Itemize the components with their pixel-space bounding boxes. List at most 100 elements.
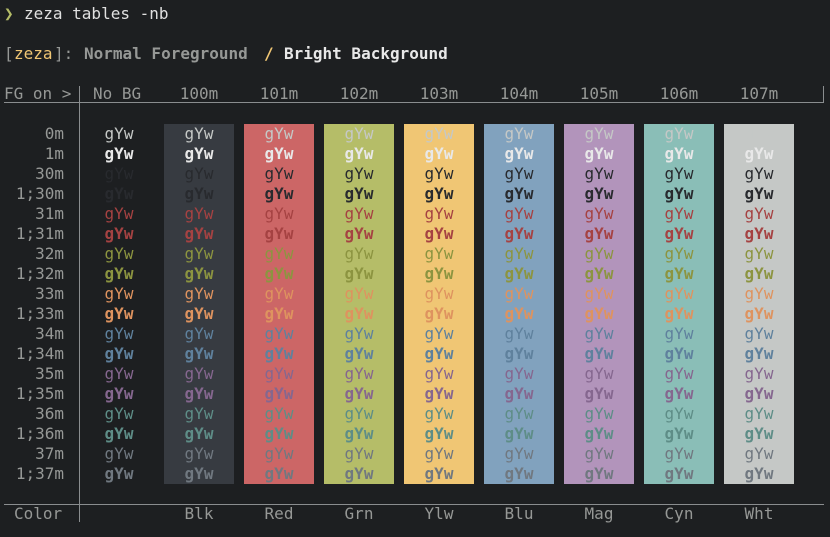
sample-cell-red: gYw [264, 344, 294, 363]
bg-swatch-blk [164, 124, 234, 484]
sample-cell-ylw: gYw [424, 444, 454, 463]
sample-cell-blu: gYw [504, 404, 534, 423]
sample-cell-blk: gYw [184, 444, 214, 463]
sample-cell-cyn: gYw [664, 164, 694, 183]
sample-cell-grn: gYw [344, 164, 374, 183]
sample-cell-grn: gYw [344, 444, 374, 463]
sample-cell-mag: gYw [584, 124, 614, 143]
sample-cell-grn: gYw [344, 404, 374, 423]
sample-cell-grn: gYw [344, 424, 374, 443]
sample-cell-wht: gYw [744, 384, 774, 403]
row-label: 1;37m [15, 464, 64, 483]
sample-cell-red: gYw [264, 164, 294, 183]
sample-cell-blk: gYw [184, 384, 214, 403]
sample-cell-grn: gYw [344, 384, 374, 403]
sample-cell-blk: gYw [184, 364, 214, 383]
sample-cell-wht: gYw [744, 444, 774, 463]
header-column-104m: 104m [499, 84, 539, 103]
sample-cell-nobg: gYw [104, 444, 134, 463]
sample-cell-red: gYw [264, 364, 294, 383]
sample-cell-wht: gYw [744, 344, 774, 363]
row-label: 1;32m [15, 264, 64, 283]
sample-cell-wht: gYw [744, 184, 774, 203]
sample-cell-grn: gYw [344, 204, 374, 223]
title-app-name: zeza [14, 44, 53, 63]
sample-cell-cyn: gYw [664, 244, 694, 263]
sample-cell-blu: gYw [504, 224, 534, 243]
sample-cell-wht: gYw [744, 124, 774, 143]
row-label: 36m [35, 404, 64, 423]
bg-swatch-ylw [404, 124, 474, 484]
sample-cell-wht: gYw [744, 464, 774, 483]
row-label: 1;30m [15, 184, 64, 203]
footer-color-blk: Blk [184, 504, 214, 523]
header-column-106m: 106m [659, 84, 699, 103]
sample-cell-red: gYw [264, 304, 294, 323]
title-normal-foreground: Normal Foreground [84, 44, 248, 63]
sample-cell-blu: gYw [504, 204, 534, 223]
sample-cell-red: gYw [264, 324, 294, 343]
footer-color-cyn: Cyn [664, 504, 694, 523]
footer-color-red: Red [264, 504, 294, 523]
sample-cell-cyn: gYw [664, 384, 694, 403]
sample-cell-wht: gYw [744, 364, 774, 383]
header-rule [4, 102, 824, 103]
sample-cell-grn: gYw [344, 264, 374, 283]
header-column-105m: 105m [579, 84, 619, 103]
sample-cell-blu: gYw [504, 244, 534, 263]
sample-cell-red: gYw [264, 124, 294, 143]
sample-cell-cyn: gYw [664, 124, 694, 143]
sample-cell-mag: gYw [584, 464, 614, 483]
sample-cell-wht: gYw [744, 164, 774, 183]
sample-cell-red: gYw [264, 224, 294, 243]
sample-cell-grn: gYw [344, 464, 374, 483]
bg-swatch-grn [324, 124, 394, 484]
sample-cell-nobg: gYw [104, 424, 134, 443]
sample-cell-blk: gYw [184, 344, 214, 363]
sample-cell-blu: gYw [504, 464, 534, 483]
sample-cell-mag: gYw [584, 304, 614, 323]
sample-cell-ylw: gYw [424, 424, 454, 443]
sample-cell-mag: gYw [584, 444, 614, 463]
sample-cell-grn: gYw [344, 344, 374, 363]
sample-cell-mag: gYw [584, 384, 614, 403]
sample-cell-blk: gYw [184, 164, 214, 183]
sample-cell-nobg: gYw [104, 364, 134, 383]
sample-cell-cyn: gYw [664, 404, 694, 423]
sample-cell-nobg: gYw [104, 184, 134, 203]
sample-cell-ylw: gYw [424, 404, 454, 423]
sample-cell-grn: gYw [344, 144, 374, 163]
header-corner: FG on > [4, 84, 72, 103]
row-label: 1m [44, 144, 64, 163]
header-no-bg: No BG [93, 84, 142, 103]
sample-cell-blu: gYw [504, 164, 534, 183]
sample-cell-blk: gYw [184, 204, 214, 223]
sample-cell-grn: gYw [344, 224, 374, 243]
sample-cell-red: gYw [264, 244, 294, 263]
sample-cell-wht: gYw [744, 324, 774, 343]
sample-cell-mag: gYw [584, 344, 614, 363]
sample-cell-nobg: gYw [104, 324, 134, 343]
sample-cell-nobg: gYw [104, 304, 134, 323]
sample-cell-cyn: gYw [664, 144, 694, 163]
row-label: 31m [35, 204, 64, 223]
sample-cell-ylw: gYw [424, 324, 454, 343]
sample-cell-grn: gYw [344, 184, 374, 203]
sample-cell-blu: gYw [504, 324, 534, 343]
sample-cell-cyn: gYw [664, 464, 694, 483]
bg-swatch-cyn [644, 124, 714, 484]
sample-cell-cyn: gYw [664, 224, 694, 243]
row-label: 32m [35, 244, 64, 263]
sample-cell-blk: gYw [184, 324, 214, 343]
sample-cell-blk: gYw [184, 424, 214, 443]
sample-cell-ylw: gYw [424, 384, 454, 403]
header-column-101m: 101m [259, 84, 299, 103]
row-label: 30m [35, 164, 64, 183]
sample-cell-blu: gYw [504, 304, 534, 323]
sample-cell-ylw: gYw [424, 304, 454, 323]
sample-cell-mag: gYw [584, 364, 614, 383]
sample-cell-mag: gYw [584, 204, 614, 223]
sample-cell-cyn: gYw [664, 364, 694, 383]
sample-cell-blk: gYw [184, 244, 214, 263]
footer-color-blu: Blu [504, 504, 534, 523]
